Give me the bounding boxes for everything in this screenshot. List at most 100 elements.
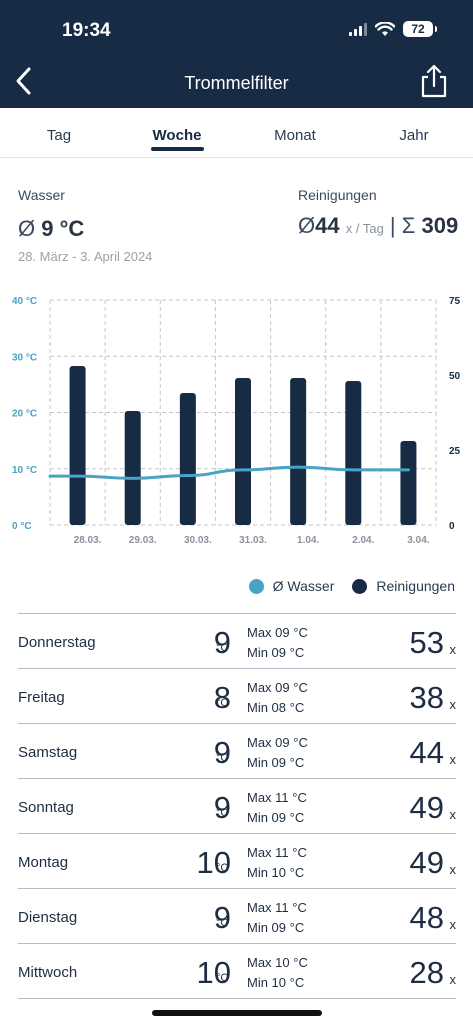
row-max: Max 09 °C (247, 625, 308, 640)
legend-item-water: Ø Wasser (248, 578, 335, 594)
cleanings-average-value: 44 (315, 213, 340, 238)
cleanings-label: Reinigungen (298, 187, 377, 203)
row-temperature-unit: °C (216, 917, 229, 929)
table-row: Sonntag 9 °C Max 11 °C Min 09 °C 49 x (18, 779, 456, 834)
right-axis-tick-label: 75 (449, 296, 461, 307)
row-day: Dienstag (18, 909, 78, 926)
table-row: Samstag 9 °C Max 09 °C Min 09 °C 44 x (18, 724, 456, 779)
right-axis-tick-label: 25 (449, 446, 461, 457)
row-min: Min 09 °C (247, 755, 305, 770)
right-axis-tick-label: 0 (449, 521, 455, 532)
row-count: 49 (409, 845, 444, 880)
legend-label-water: Ø Wasser (272, 578, 335, 594)
tab-year[interactable]: Jahr (399, 127, 429, 144)
row-count-unit: x (449, 642, 457, 657)
chart-legend: Ø Wasser Reinigungen (231, 578, 455, 594)
left-axis-tick-label: 10 °C (12, 465, 37, 476)
tab-month[interactable]: Monat (274, 127, 316, 144)
left-axis-tick-label: 30 °C (12, 352, 37, 363)
row-day: Freitag (18, 689, 65, 706)
bar-cleanings (69, 366, 86, 525)
tab-week[interactable]: Woche (152, 127, 202, 144)
row-temperature: 9 (213, 735, 231, 770)
row-temperature: 10 (196, 955, 231, 990)
average-symbol: Ø (298, 213, 316, 238)
row-temperature-unit: °C (216, 642, 229, 654)
battery-icon: 72 (403, 21, 437, 37)
row-max: Max 11 °C (247, 900, 307, 915)
cleanings-stats: Ø44 x / Tag | Σ 309 (298, 213, 458, 239)
row-day: Montag (18, 854, 69, 871)
row-min: Min 08 °C (247, 700, 305, 715)
water-average-value: 9 °C (41, 216, 85, 241)
row-count: 53 (409, 625, 444, 660)
sum-symbol: Σ (401, 213, 416, 238)
row-temperature: 9 (213, 790, 231, 825)
table-row: Dienstag 9 °C Max 11 °C Min 09 °C 48 x (18, 889, 456, 944)
separator: | (389, 213, 396, 238)
left-axis-tick-label: 40 °C (12, 296, 37, 307)
left-axis-tick-label: 0 °C (12, 521, 32, 532)
weekly-chart: 0 °C 10 °C 20 °C 30 °C 40 °C 0 25 50 75 28.03. 29.… (12, 296, 461, 546)
status-icons: 72 (349, 21, 437, 37)
x-axis-tick-label: 28.03. (74, 535, 102, 546)
row-temperature: 10 (196, 845, 231, 880)
back-button[interactable] (10, 63, 42, 99)
app-header: 19:34 72 Trommelfilter (0, 0, 473, 108)
right-axis-tick-label: 50 (449, 371, 461, 382)
left-axis-tick-label: 20 °C (12, 409, 37, 420)
row-max: Max 09 °C (247, 680, 308, 695)
home-indicator (152, 1010, 322, 1016)
chevron-left-icon (16, 67, 31, 95)
x-axis-tick-label: 29.03. (129, 535, 157, 546)
row-count-unit: x (449, 807, 457, 822)
share-button[interactable] (419, 63, 449, 99)
legend-dot-water (248, 578, 264, 594)
row-day: Samstag (18, 744, 78, 761)
row-count-unit: x (449, 697, 457, 712)
cleanings-sum-value: 309 (421, 213, 459, 238)
row-temperature-unit: °C (216, 972, 229, 984)
bar-cleanings (179, 393, 196, 525)
row-count-unit: x (449, 972, 457, 987)
bar-cleanings (235, 378, 251, 525)
row-min: Min 10 °C (247, 865, 305, 880)
legend-item-cleanings: Reinigungen (352, 578, 455, 594)
share-icon (421, 64, 447, 98)
status-time: 19:34 (62, 20, 111, 41)
legend-dot-cleanings (352, 578, 368, 594)
row-day: Mittwoch (18, 964, 78, 981)
bar-cleanings (400, 441, 417, 525)
table-row: Montag 10 °C Max 11 °C Min 10 °C 49 x (18, 834, 456, 889)
row-count: 48 (409, 900, 444, 935)
row-count-unit: x (449, 862, 457, 877)
average-symbol: Ø (18, 216, 36, 241)
row-max: Max 10 °C (247, 955, 308, 970)
row-count: 49 (409, 790, 444, 825)
row-min: Min 09 °C (247, 810, 305, 825)
wifi-icon (375, 21, 395, 36)
cleanings-average-unit: x / Tag (345, 221, 384, 236)
daily-table: Donnerstag 9 °C Max 09 °C Min 09 °C 53 x… (18, 613, 456, 999)
row-max: Max 11 °C (247, 845, 307, 860)
x-axis-tick-label: 3.04. (407, 535, 429, 546)
row-temperature: 8 (213, 680, 231, 715)
x-axis-tick-label: 31.03. (239, 535, 267, 546)
x-axis-tick-label: 1.04. (297, 535, 319, 546)
row-temperature-unit: °C (216, 697, 229, 709)
row-min: Min 10 °C (247, 975, 305, 990)
cellular-signal-icon (349, 22, 367, 36)
water-average: Ø 9 °C (18, 216, 84, 242)
x-axis-tick-label: 30.03. (184, 535, 212, 546)
row-temperature-unit: °C (216, 807, 229, 819)
water-label: Wasser (18, 187, 65, 203)
row-max: Max 09 °C (247, 735, 308, 750)
page-title: Trommelfilter (184, 73, 289, 93)
row-max: Max 11 °C (247, 790, 307, 805)
active-tab-indicator (151, 147, 204, 151)
table-row: Freitag 8 °C Max 09 °C Min 08 °C 38 x (18, 669, 456, 724)
tab-day[interactable]: Tag (46, 127, 72, 144)
date-range: 28. März - 3. April 2024 (18, 249, 153, 264)
period-tabs: Tag Woche Monat Jahr (0, 108, 473, 158)
row-count-unit: x (449, 752, 457, 767)
